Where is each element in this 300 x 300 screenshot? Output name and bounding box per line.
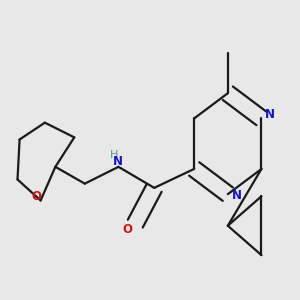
Text: H: H: [110, 150, 118, 160]
Text: O: O: [32, 190, 41, 203]
Text: N: N: [112, 155, 123, 168]
Text: N: N: [265, 108, 275, 121]
Text: O: O: [123, 224, 133, 236]
Text: N: N: [232, 188, 242, 202]
